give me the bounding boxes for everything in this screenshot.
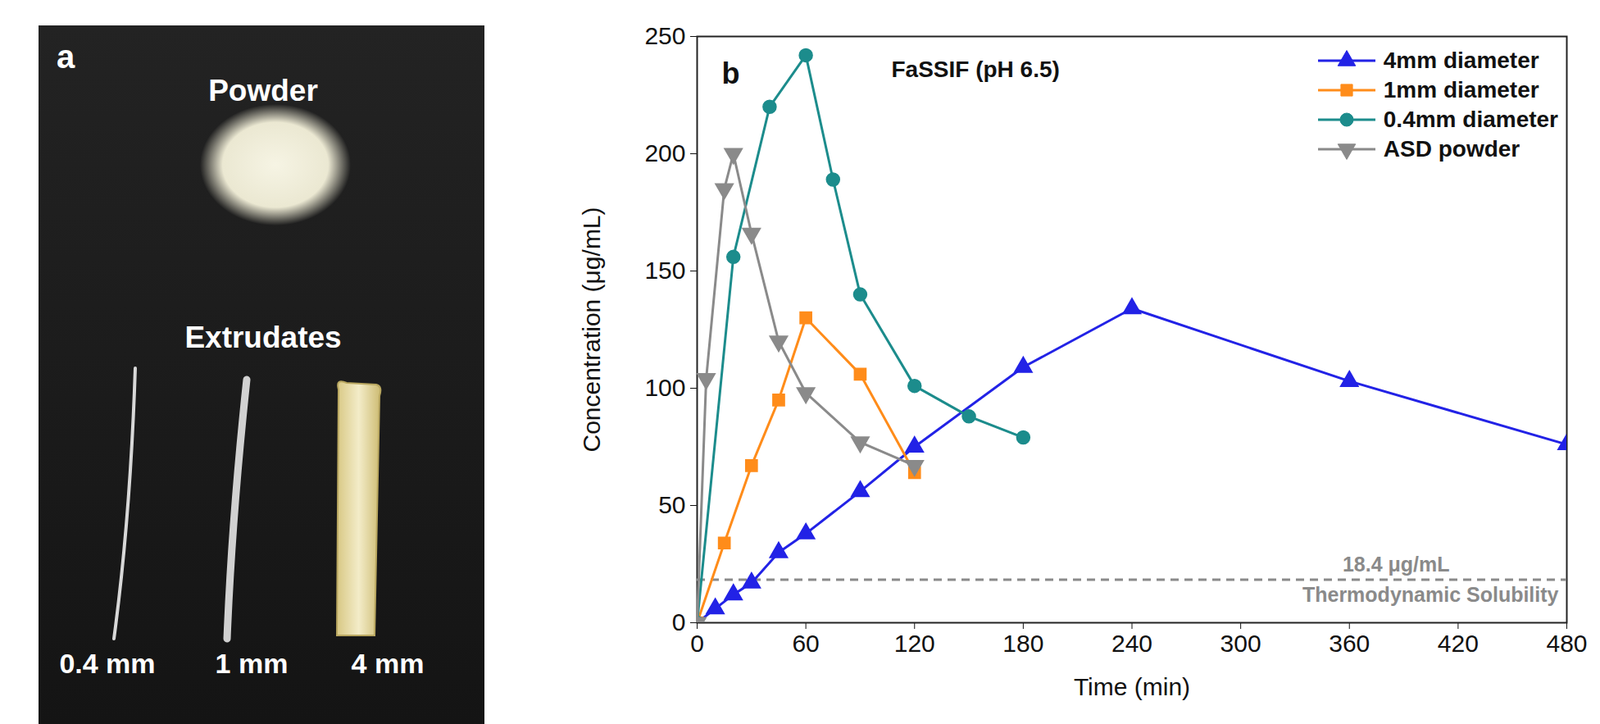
- svg-text:1 mm: 1 mm: [215, 647, 289, 679]
- svg-text:0: 0: [690, 629, 705, 657]
- svg-text:480: 480: [1545, 629, 1587, 657]
- svg-text:Time (min): Time (min): [1073, 672, 1191, 700]
- svg-text:0.4 mm: 0.4 mm: [59, 647, 155, 679]
- svg-text:Concentration (μg/mL): Concentration (μg/mL): [577, 206, 605, 452]
- svg-text:60: 60: [791, 629, 819, 657]
- html-text:4mm diameter: 4mm diameter: [1383, 47, 1540, 73]
- svg-text:Thermodynamic Solubility: Thermodynamic Solubility: [1302, 582, 1560, 606]
- svg-text:FaSSIF (pH 6.5): FaSSIF (pH 6.5): [891, 56, 1060, 82]
- svg-text:300: 300: [1220, 629, 1262, 657]
- html-text:ASD powder: ASD powder: [1383, 136, 1520, 162]
- svg-text:a: a: [56, 38, 76, 75]
- svg-text:4 mm: 4 mm: [351, 647, 425, 679]
- svg-text:420: 420: [1437, 629, 1479, 657]
- svg-text:50: 50: [658, 490, 686, 519]
- svg-text:Powder: Powder: [208, 73, 319, 108]
- html-text:0.4mm diameter: 0.4mm diameter: [1383, 106, 1559, 132]
- svg-text:b: b: [722, 56, 741, 91]
- svg-text:100: 100: [644, 373, 686, 401]
- html-text:1mm diameter: 1mm diameter: [1383, 77, 1540, 103]
- svg-text:200: 200: [644, 139, 686, 167]
- svg-text:240: 240: [1111, 629, 1153, 657]
- svg-text:18.4 μg/mL: 18.4 μg/mL: [1342, 552, 1450, 576]
- svg-text:180: 180: [1002, 629, 1044, 657]
- svg-text:0: 0: [672, 608, 687, 636]
- svg-text:150: 150: [644, 256, 686, 284]
- svg-text:120: 120: [894, 629, 936, 657]
- svg-text:Extrudates: Extrudates: [184, 320, 341, 355]
- svg-text:360: 360: [1328, 629, 1370, 657]
- svg-text:250: 250: [644, 22, 686, 50]
